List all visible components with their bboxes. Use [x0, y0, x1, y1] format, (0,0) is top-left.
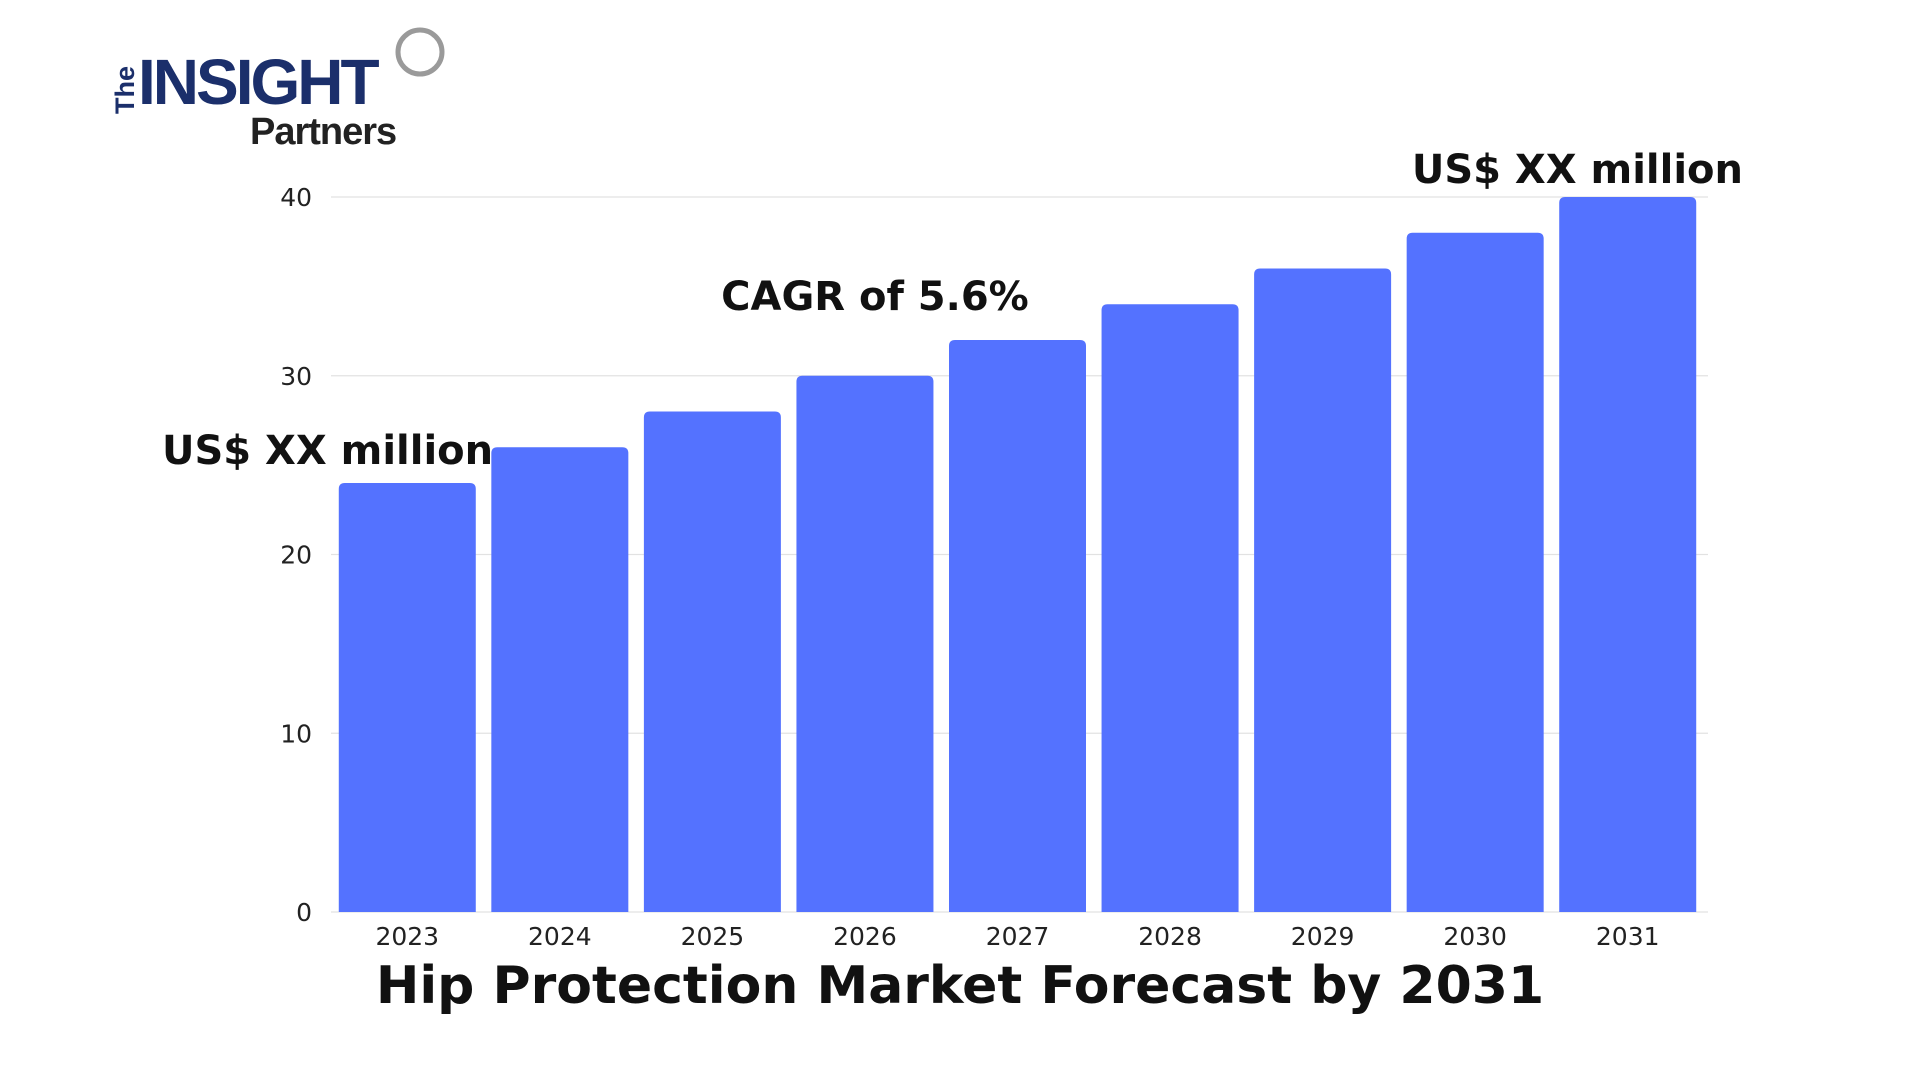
logo-partners-text: Partners: [250, 111, 396, 147]
x-tick-label: 2030: [1443, 922, 1507, 951]
y-tick-label: 20: [280, 541, 312, 570]
logo-insight-text: INSIGHT: [138, 46, 379, 118]
x-axis-ticks: 2023 2024 2025 2026 2027 2028 2029 2030 2031: [375, 922, 1659, 951]
x-tick-label: 2029: [1291, 922, 1355, 951]
bar-2031: [1559, 197, 1697, 912]
x-tick-label: 2024: [528, 922, 592, 951]
annotation-label: US$ XX million: [162, 428, 493, 474]
x-tick-label: 2023: [375, 922, 439, 951]
the-insight-partners-logo: The INSIGHT Partners: [110, 27, 445, 147]
y-tick-label: 30: [280, 362, 312, 391]
x-tick-label: 2031: [1596, 922, 1660, 951]
annotations: US$ XX million CAGR of 5.6% US$ XX million: [162, 147, 1743, 474]
y-tick-label: 10: [280, 719, 312, 748]
logo-the-text: The: [110, 66, 140, 114]
y-tick-label: 0: [296, 898, 312, 927]
x-tick-label: 2027: [986, 922, 1050, 951]
annotation-label: CAGR of 5.6%: [721, 274, 1029, 320]
logo-magnifier-icon: [395, 27, 445, 77]
bars: [338, 197, 1697, 912]
bar-2027: [949, 340, 1086, 912]
bar-2023: [338, 483, 476, 912]
y-axis-ticks: 0 10 20 30 40: [280, 183, 312, 927]
annotation-label: US$ XX million: [1412, 147, 1743, 193]
bar-2029: [1254, 268, 1392, 912]
bar-2024: [491, 447, 629, 912]
x-tick-label: 2028: [1138, 922, 1202, 951]
bar-2030: [1406, 232, 1544, 912]
x-tick-label: 2025: [681, 922, 745, 951]
bar-2028: [1101, 304, 1239, 912]
y-tick-label: 40: [280, 183, 312, 212]
bar-2026: [796, 375, 934, 912]
x-tick-label: 2026: [833, 922, 897, 951]
chart-title: Hip Protection Market Forecast by 2031: [375, 956, 1545, 1016]
bar-2025: [643, 411, 781, 912]
